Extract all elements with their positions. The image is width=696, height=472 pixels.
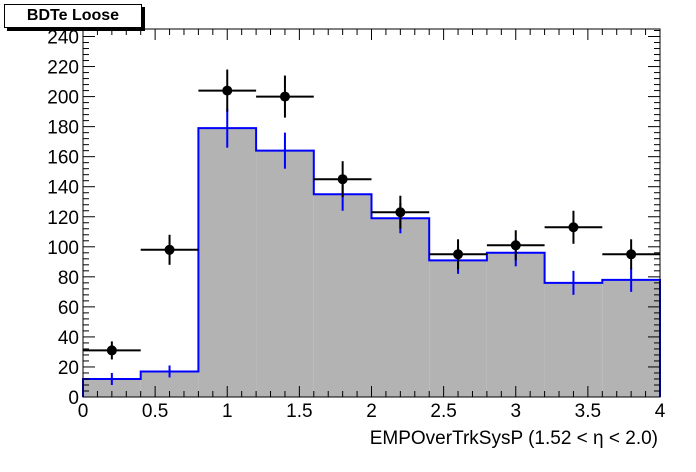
histogram-bar <box>313 194 372 397</box>
histogram-bar <box>256 150 314 397</box>
histogram-bar <box>602 279 660 397</box>
data-point <box>626 249 637 260</box>
data-point <box>510 240 521 251</box>
histogram-bar <box>486 252 545 397</box>
histogram-bar <box>371 218 430 397</box>
x-tick-label: 0.5 <box>142 401 168 422</box>
x-tick-label: 4 <box>655 401 666 422</box>
data-point <box>568 222 579 233</box>
y-tick-label: 180 <box>47 118 79 139</box>
data-point <box>164 244 175 255</box>
data-point <box>279 91 290 102</box>
y-tick-label: 160 <box>47 148 79 169</box>
x-tick-label: 3.5 <box>575 401 601 422</box>
x-tick-label: 0 <box>78 401 89 422</box>
data-point <box>395 207 406 218</box>
x-tick-label: 2.5 <box>430 401 456 422</box>
y-tick-label: 60 <box>58 298 79 319</box>
y-tick-label: 80 <box>58 268 79 289</box>
axes-layer: 0 20 40 60 80 100 120 140 160 180 200 220 240 0 0.5 1 1.… <box>47 28 665 422</box>
y-tick-label: 140 <box>47 178 79 199</box>
x-axis-label: EMPOverTrkSysP (1.52 < η < 2.0) <box>370 428 658 449</box>
data-point <box>106 345 117 356</box>
histogram-bar <box>544 282 603 397</box>
chart-title: BDTe Loose <box>4 4 142 28</box>
data-point <box>453 249 464 260</box>
x-tick-label: 1 <box>222 401 233 422</box>
histogram-bar <box>198 128 257 397</box>
x-tick-label: 1.5 <box>286 401 312 422</box>
y-tick-label: 240 <box>47 28 79 49</box>
data-point <box>337 174 348 185</box>
histogram-bar <box>429 260 487 397</box>
x-tick-label: 3 <box>510 401 521 422</box>
y-tick-label: 200 <box>47 88 79 109</box>
y-tick-label: 0 <box>68 388 79 409</box>
y-tick-label: 220 <box>47 58 79 79</box>
y-tick-label: 20 <box>58 358 79 379</box>
data-points-layer <box>83 69 660 360</box>
y-tick-label: 100 <box>47 238 79 259</box>
y-tick-label: 40 <box>58 328 79 349</box>
x-tick-label: 2 <box>366 401 377 422</box>
histogram-layer <box>82 108 661 397</box>
y-tick-label: 120 <box>47 208 79 229</box>
data-point <box>222 85 233 96</box>
